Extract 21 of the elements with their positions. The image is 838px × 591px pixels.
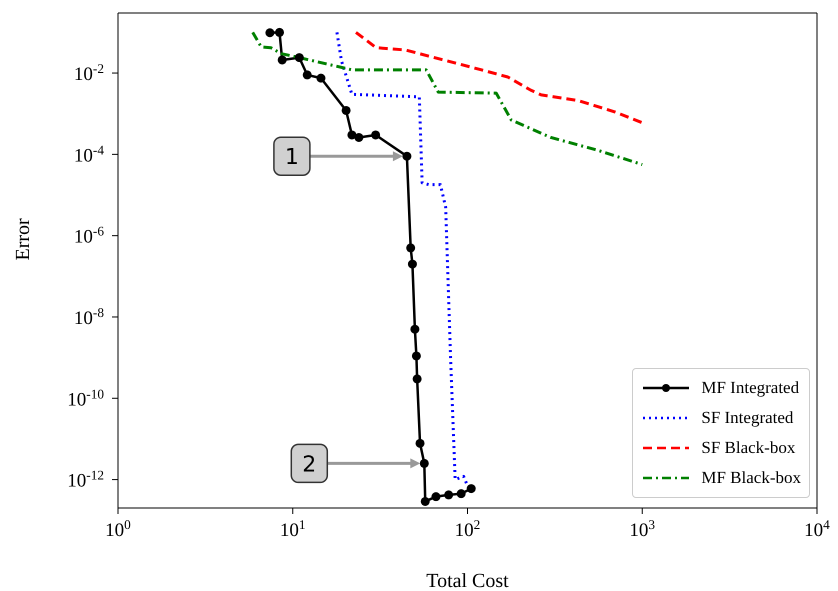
y-tick-label: 10$^{-10}$ [67,386,104,410]
legend-label: MF Black-box [701,468,801,488]
y-tick-label: 10$^{-12}$ [67,467,104,492]
x-tick-label: 10$^{0}$ [105,516,132,541]
annotation: 2 [302,452,316,478]
legend-label: SF Black-box [701,438,796,458]
legend-label: SF Integrated [701,408,794,428]
x-tick-label: 10$^{1}$ [280,516,306,541]
callout-box: 2 [290,444,328,484]
x-tick-label: 10$^{4}$ [804,516,830,541]
y-axis-title: Error [12,218,34,260]
y-tick-label: 10$^{-4}$ [74,142,104,166]
callout-box: 1 [273,136,311,176]
y-tick-label: 10$^{-2}$ [74,60,104,86]
x-tick-label: 10$^{2}$ [454,516,480,541]
annotation: 1 [284,145,299,170]
y-tick-label: 10$^{-6}$ [74,223,104,248]
x-axis-title: Total Cost [426,570,510,591]
y-tick-label: 10$^{-8}$ [74,304,104,329]
legend-label: MF Integrated [701,378,800,398]
x-tick-label: 10$^{3}$ [629,516,656,541]
